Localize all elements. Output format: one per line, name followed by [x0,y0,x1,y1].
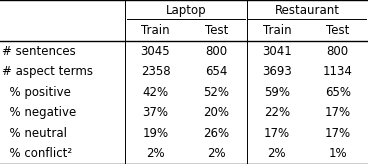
Text: 20%: 20% [203,106,229,119]
Text: # aspect terms: # aspect terms [2,65,93,78]
Text: 2%: 2% [146,147,165,160]
Text: 1134: 1134 [323,65,353,78]
Text: 2%: 2% [207,147,226,160]
Text: 26%: 26% [203,127,229,140]
Text: 17%: 17% [325,127,351,140]
Text: 42%: 42% [142,86,169,99]
Text: 17%: 17% [264,127,290,140]
Text: Test: Test [326,24,349,37]
Text: 19%: 19% [142,127,169,140]
Text: 52%: 52% [203,86,229,99]
Text: 800: 800 [326,45,349,58]
Text: 800: 800 [205,45,227,58]
Text: 22%: 22% [264,106,290,119]
Text: Train: Train [263,24,291,37]
Text: 59%: 59% [264,86,290,99]
Text: # sentences: # sentences [2,45,75,58]
Text: % conflict²: % conflict² [2,147,72,160]
Text: 3693: 3693 [262,65,292,78]
Text: 3041: 3041 [262,45,292,58]
Text: 2358: 2358 [141,65,170,78]
Text: 3045: 3045 [141,45,170,58]
Text: 2%: 2% [268,147,286,160]
Text: % positive: % positive [2,86,71,99]
Text: Train: Train [141,24,170,37]
Text: 17%: 17% [325,106,351,119]
Text: 654: 654 [205,65,227,78]
Text: 37%: 37% [142,106,169,119]
Text: Restaurant: Restaurant [275,4,340,17]
Text: % neutral: % neutral [2,127,67,140]
Text: 65%: 65% [325,86,351,99]
Text: 1%: 1% [328,147,347,160]
Text: Laptop: Laptop [166,4,206,17]
Text: % negative: % negative [2,106,76,119]
Text: Test: Test [205,24,228,37]
